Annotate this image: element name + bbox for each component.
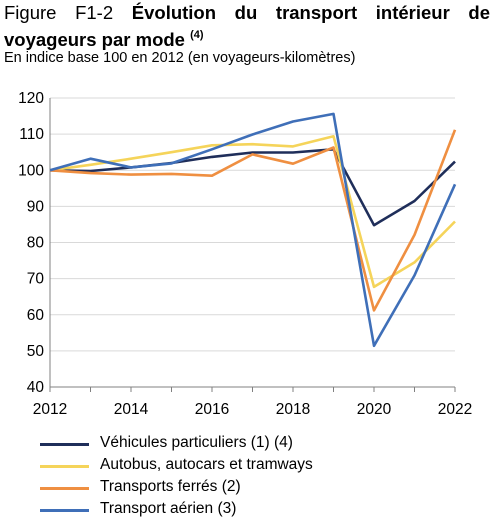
- series-line: [49, 135, 456, 289]
- y-tick-label: 60: [27, 307, 45, 324]
- series-line: [49, 129, 457, 312]
- x-tick-label: 2012: [33, 401, 67, 418]
- legend-label: Véhicules particuliers (1) (4): [100, 434, 293, 451]
- legend-label: Autobus, autocars et tramways: [100, 456, 313, 473]
- figure-title-bold: Évolution du transport intérieur de: [131, 2, 490, 23]
- chart-subtitle: En indice base 100 en 2012 (en voyageurs…: [4, 50, 356, 66]
- legend-label: Transports ferrés (2): [100, 478, 241, 495]
- y-tick-label: 80: [27, 235, 45, 252]
- figure-title-note: (4): [190, 29, 204, 41]
- gridlines: [50, 97, 455, 388]
- y-tick-label: 120: [18, 90, 44, 107]
- y-tick-label: 100: [18, 162, 44, 179]
- figure-label: Figure F1-2: [4, 2, 114, 23]
- legend-swatch: [40, 465, 89, 468]
- figure-title-cont: voyageurs par mode: [4, 29, 185, 50]
- x-tick-label: 2014: [114, 401, 149, 418]
- figure-title-line1: Figure F1-2 Évolution du transport intér…: [4, 2, 490, 24]
- legend-swatch: [40, 487, 89, 490]
- x-tick-label: 2022: [438, 401, 472, 418]
- x-tick-label: 2018: [276, 401, 310, 418]
- figure-title-line2: voyageurs par mode (4): [4, 24, 204, 51]
- y-tick-label: 110: [19, 126, 44, 143]
- legend-label: Transport aérien (3): [100, 500, 237, 517]
- series-lines: [49, 112, 457, 348]
- x-tick-label: 2016: [195, 401, 229, 418]
- y-tick-label: 40: [27, 379, 45, 396]
- axes: 40 50 60 70 80 90 100 110 120 2012 2014 2016 2018 202…: [18, 90, 472, 418]
- legend-swatch: [40, 443, 89, 446]
- series-line: [49, 112, 457, 348]
- y-tick-label: 50: [27, 343, 45, 360]
- y-tick-label: 70: [27, 271, 45, 288]
- x-tick-label: 2020: [357, 401, 392, 418]
- legend-swatch: [40, 509, 89, 512]
- y-tick-label: 90: [27, 198, 45, 215]
- series-line: [49, 148, 456, 227]
